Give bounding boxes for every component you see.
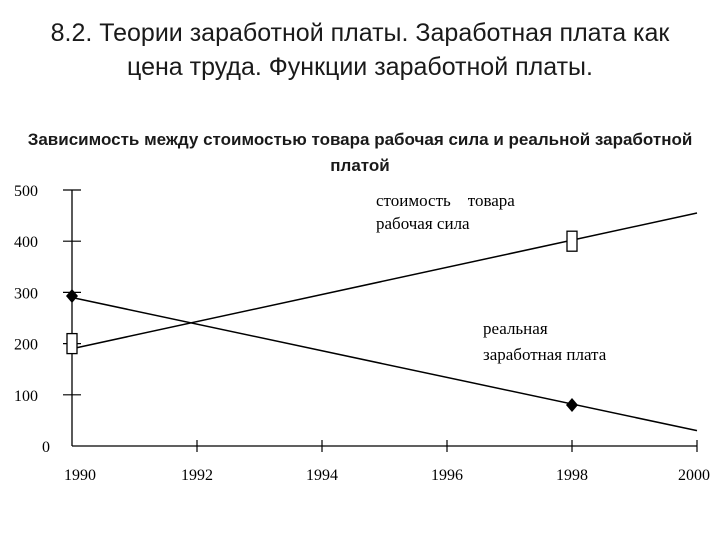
- x-tick-label: 1998: [556, 467, 588, 484]
- series-line-diamond: [71, 296, 698, 432]
- y-tick-label: 400: [14, 234, 38, 251]
- x-tick-label: 2000: [678, 467, 710, 484]
- y-tick-label: 100: [14, 388, 38, 405]
- y-tick-label: 300: [14, 285, 38, 302]
- y-tick-label: 0: [42, 439, 50, 456]
- diamond-marker: [566, 398, 578, 413]
- series-label: реальная: [483, 319, 548, 338]
- x-tick-label: 1994: [306, 467, 338, 484]
- y-tick-label: 500: [14, 183, 38, 200]
- square-marker: [566, 230, 578, 252]
- chart-title: Зависимость между стоимостью товара рабо…: [27, 130, 693, 175]
- x-tick-label: 1996: [431, 467, 463, 484]
- series-label: заработная плата: [483, 345, 607, 364]
- x-tick-label: 1990: [64, 467, 96, 484]
- series-line-square: [71, 212, 698, 350]
- slide-title: 8.2. Теории заработной платы. Заработная…: [50, 19, 670, 81]
- series-label: рабочая сила: [376, 214, 470, 233]
- square-marker: [66, 332, 78, 355]
- x-tick-label: 1992: [181, 467, 213, 484]
- series-label: стоимость товара: [376, 191, 515, 210]
- y-tick-label: 200: [14, 337, 38, 354]
- diamond-marker: [66, 288, 78, 303]
